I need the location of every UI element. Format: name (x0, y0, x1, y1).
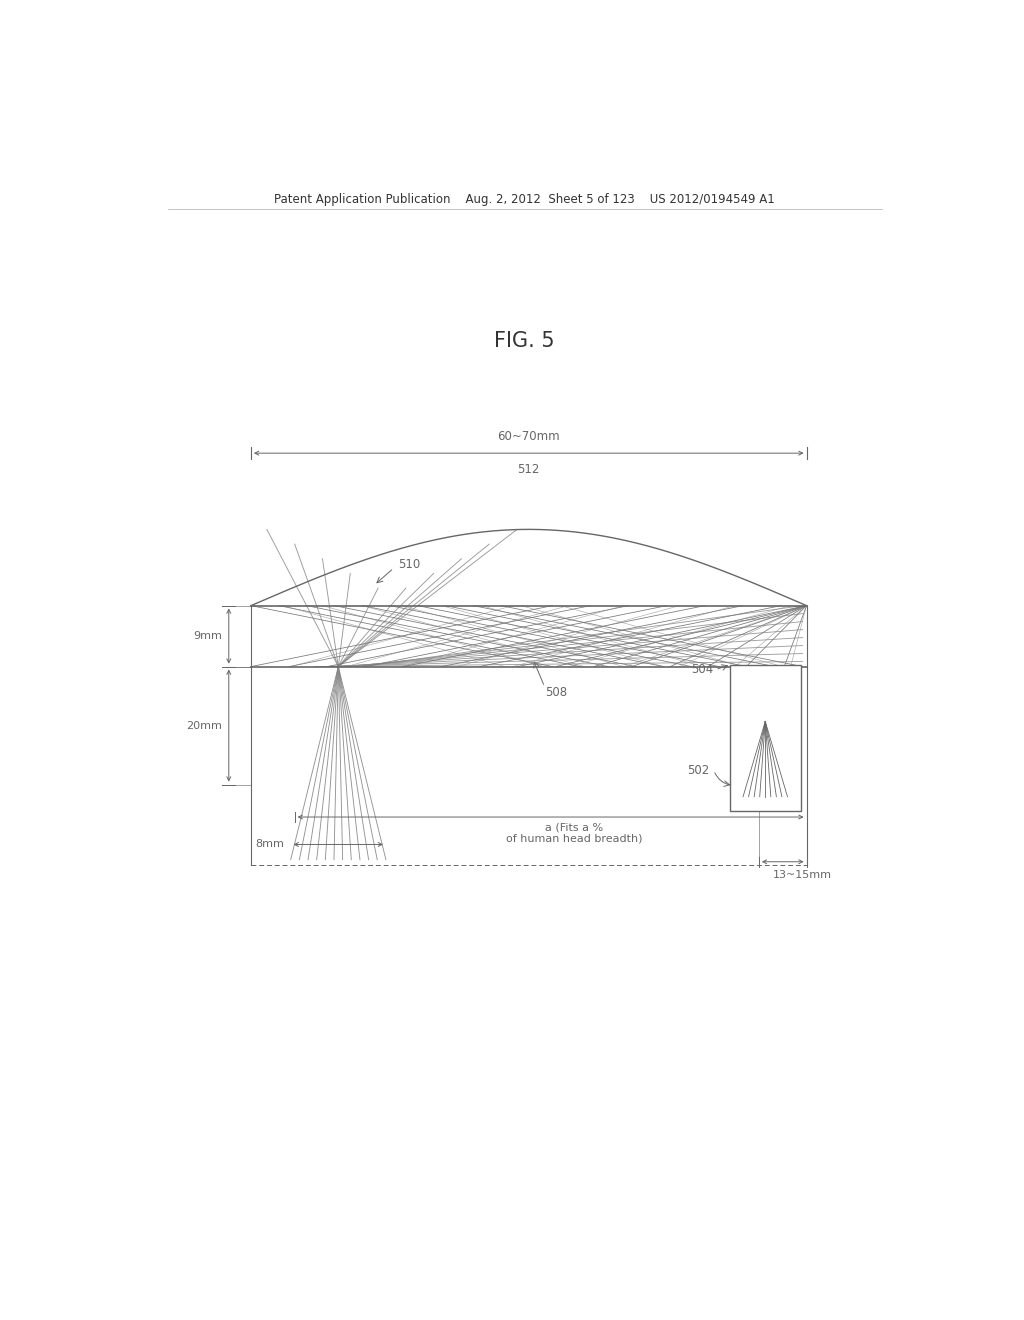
Bar (729, 664, 801, 810)
Text: 510: 510 (397, 558, 420, 572)
Text: 60~70mm: 60~70mm (498, 430, 560, 444)
Text: FIG. 5: FIG. 5 (495, 331, 555, 351)
Text: 20mm: 20mm (186, 721, 222, 730)
Text: 13~15mm: 13~15mm (773, 870, 833, 880)
Text: 8mm: 8mm (255, 840, 285, 850)
Text: Patent Application Publication    Aug. 2, 2012  Sheet 5 of 123    US 2012/019454: Patent Application Publication Aug. 2, 2… (274, 193, 775, 206)
Text: 502: 502 (687, 764, 710, 776)
Text: a (Fits a %
of human head breadth): a (Fits a % of human head breadth) (506, 822, 643, 843)
Text: 512: 512 (517, 463, 540, 477)
Text: 508: 508 (545, 685, 566, 698)
Text: 504: 504 (691, 663, 714, 676)
Text: 9mm: 9mm (194, 631, 222, 642)
